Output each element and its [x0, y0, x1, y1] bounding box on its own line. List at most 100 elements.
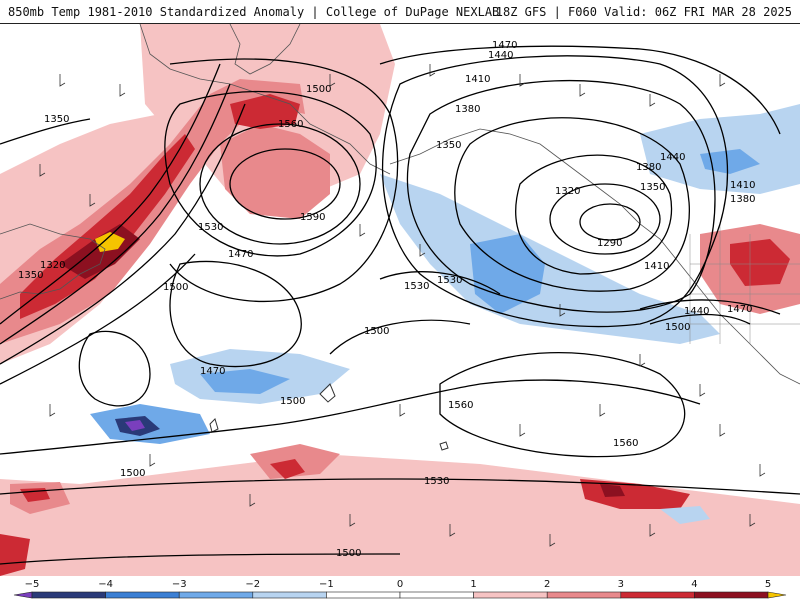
colorbar-segment-m2-m1 — [252, 591, 327, 599]
anomaly-map: 1470 1440 1410 1380 1350 1320 1290 1500 … — [0, 24, 800, 576]
contour-1560-east — [439, 352, 686, 458]
map-header: 850mb Temp 1981-2010 Standardized Anomal… — [0, 0, 800, 24]
cold-anomaly-northeast-core — [700, 149, 760, 174]
contour-1470-north — [379, 45, 781, 135]
contour-1530-north — [164, 90, 377, 257]
colorbar-segment-m5-m4 — [31, 591, 106, 599]
contour-label: 1350 — [640, 182, 665, 193]
colorbar-segment-above-5 — [767, 591, 787, 599]
contour-1500-loop — [78, 330, 151, 407]
contour-1290 — [579, 203, 641, 241]
colorbar-segment-3-4 — [620, 591, 695, 599]
cold-anomaly-south-patch — [660, 506, 710, 524]
contour-1470-west — [169, 260, 302, 368]
contour-label: 1380 — [636, 162, 661, 173]
colorbar-tick-label: −2 — [245, 579, 260, 590]
colorbar-segment-0-1 — [399, 591, 474, 599]
contour-label: 1500 — [665, 322, 690, 333]
contour-label: 1320 — [40, 260, 65, 271]
contour-label: 1530 — [404, 281, 429, 292]
colorbar-segment-2-3 — [546, 591, 622, 599]
contour-label: 1350 — [436, 140, 461, 151]
anomaly-colorbar: −5 −4 −3 −2 −1 0 1 2 3 4 5 — [0, 576, 800, 600]
contour-label: 1560 — [613, 438, 638, 449]
contour-label: 1470 — [727, 304, 752, 315]
contour-label: 1470 — [228, 249, 253, 260]
warm-anomaly-central-core — [230, 94, 300, 129]
anomaly-shading — [0, 24, 800, 576]
warm-anomaly-sw-corner — [0, 534, 30, 576]
colorbar-tick-label: 3 — [618, 579, 624, 590]
colorbar-segment-m4-m3 — [105, 591, 180, 599]
contour-label: 1350 — [44, 114, 69, 125]
contour-nw-3 — [0, 103, 246, 365]
colorbar-tick-label: 5 — [765, 579, 771, 590]
warm-anomaly-south-core-2 — [600, 484, 625, 497]
cold-anomaly-mid-core — [470, 234, 545, 314]
colorbar-segment-4-5 — [694, 591, 769, 599]
contour-1350-nw — [0, 118, 91, 145]
contour-label: 1500 — [163, 282, 188, 293]
cold-anomaly-mid-pacific — [380, 174, 720, 344]
colorbar-tick-label: −5 — [25, 579, 40, 590]
warm-anomaly-west-us-core — [730, 239, 790, 286]
colorbar-segments — [13, 591, 787, 599]
contour-nw-1 — [0, 63, 221, 325]
warm-anomaly-nw-core — [20, 134, 195, 319]
contour-1410 — [406, 79, 716, 313]
contour-1350 — [515, 154, 673, 275]
contour-label: 1440 — [488, 50, 513, 61]
coastline-north-america — [389, 128, 800, 385]
contour-1590 — [229, 148, 341, 220]
cold-anomaly-west-central-core — [200, 369, 290, 394]
contour-1500-far-south — [0, 553, 401, 565]
contour-label: 1440 — [684, 306, 709, 317]
contour-label: 1470 — [492, 40, 517, 51]
contour-label: 1500 — [280, 396, 305, 407]
contour-label: 1440 — [660, 152, 685, 163]
colorbar-tick-label: 0 — [397, 579, 403, 590]
contour-label: 1500 — [120, 468, 145, 479]
colorbar-tick-label: −4 — [98, 579, 113, 590]
contour-label: 1500 — [364, 326, 389, 337]
contour-label: 1500 — [306, 84, 331, 95]
contour-label: 1350 — [18, 270, 43, 281]
coastline-alaska-interior — [229, 24, 301, 75]
contour-label: 1590 — [300, 212, 325, 223]
contour-label: 1500 — [336, 548, 361, 559]
colorbar-tick-label: 2 — [544, 579, 550, 590]
contour-1560 — [199, 123, 361, 245]
contour-label: 1320 — [555, 186, 580, 197]
colorbar-tick-labels: −5 −4 −3 −2 −1 0 1 2 3 4 5 — [25, 579, 772, 590]
wind-barbs — [39, 64, 766, 547]
colorbar-canvas: −5 −4 −3 −2 −1 0 1 2 3 4 5 — [13, 579, 787, 599]
colorbar-segment-1-2 — [473, 591, 548, 599]
contour-label: 1410 — [730, 180, 755, 191]
product-title: 850mb Temp 1981-2010 Standardized Anomal… — [8, 5, 500, 19]
colorbar-segment-m1-0 — [326, 591, 401, 599]
colorbar-tick-label: −3 — [172, 579, 187, 590]
contour-label: 1410 — [644, 261, 669, 272]
contour-label: 1380 — [730, 194, 755, 205]
contour-1500-mid — [329, 319, 471, 355]
colorbar-segment-below-5 — [13, 591, 33, 599]
contour-1440 — [381, 55, 729, 328]
colorbar-tick-label: 4 — [691, 579, 697, 590]
cold-anomaly-northeast — [640, 104, 800, 194]
colorbar-tick-label: −1 — [319, 579, 334, 590]
colorbar-tick-label: 1 — [470, 579, 476, 590]
contour-nw-2 — [0, 83, 231, 345]
contour-1530-south — [0, 478, 800, 495]
contour-1530-mid — [379, 271, 501, 295]
contour-label: 1560 — [448, 400, 473, 411]
warm-anomaly-south-core-1 — [270, 459, 305, 479]
contour-1500-south — [0, 379, 701, 455]
contour-label: 1470 — [200, 366, 225, 377]
contour-label: 1560 — [278, 119, 303, 130]
warm-anomaly-central-blob — [220, 124, 330, 219]
contour-label: 1530 — [198, 222, 223, 233]
map-canvas: 1470 1440 1410 1380 1350 1320 1290 1500 … — [0, 24, 800, 576]
coastline-aleutians — [139, 24, 391, 175]
contour-east-us — [639, 299, 781, 325]
